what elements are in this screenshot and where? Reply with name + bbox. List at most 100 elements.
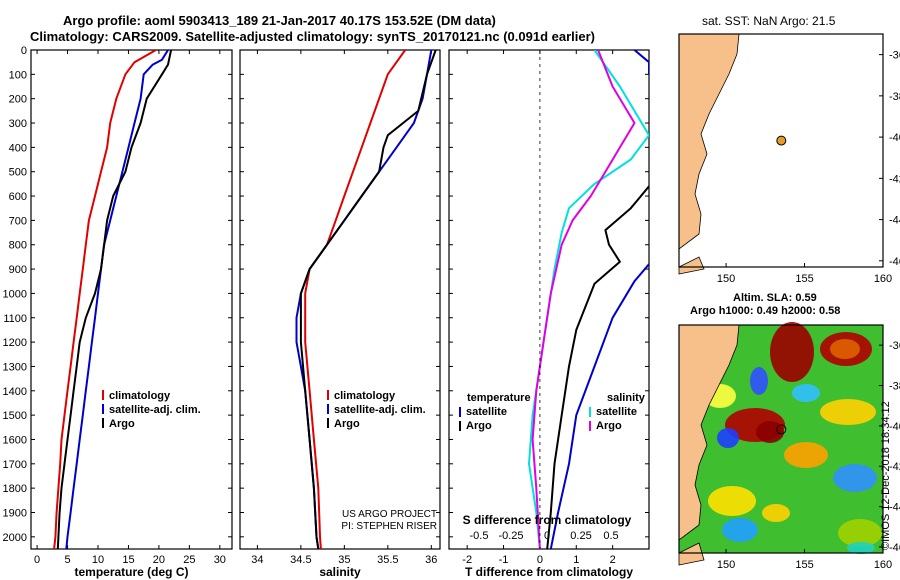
map-lat-label: -42 — [889, 461, 900, 473]
sla-anomaly — [847, 542, 875, 554]
x-axis-label: T difference from climatology — [465, 565, 633, 579]
x-tick-label: 20 — [153, 554, 165, 566]
map-lat-label: -38 — [889, 91, 900, 103]
x-tick-label: 10 — [92, 554, 104, 566]
map-lon-label: 155 — [795, 273, 813, 285]
s-tick-label: -0.25 — [498, 530, 523, 542]
x-tick-label: 1 — [573, 554, 579, 566]
map-lat-label: -44 — [889, 502, 900, 514]
sla-anomaly — [708, 486, 756, 516]
series-line-climatology — [304, 50, 407, 549]
map-lon-label: 150 — [717, 559, 735, 571]
map-lat-label: -36 — [889, 340, 900, 352]
map-lat-label: -44 — [889, 215, 900, 227]
sla-anomaly — [750, 367, 768, 395]
map-frame — [678, 324, 884, 554]
s-tick-label: 0 — [544, 530, 550, 542]
sla-anomaly — [838, 519, 882, 547]
plot-frame — [448, 49, 650, 550]
sla-anomaly — [792, 384, 820, 402]
x-tick-label: 0 — [537, 554, 543, 566]
legend-entry: Argo — [596, 420, 622, 432]
depth-tick-label: 1500 — [3, 410, 27, 422]
map-lat-label: -40 — [889, 421, 900, 433]
x-tick-label: 30 — [214, 554, 226, 566]
depth-tick-label: 600 — [9, 191, 27, 203]
salinity-panel: 34 34.5 35 35.5 36 salinity climatology satelli… — [239, 49, 441, 579]
sla-anomaly — [830, 339, 860, 359]
series-line-argo — [546, 185, 649, 549]
x-tick-label: 35 — [338, 554, 350, 566]
sst-map-panel: -36 -38 -40 -42 -44 -46 150 155 160 — [678, 33, 900, 285]
s-tick-label: -0.5 — [470, 530, 489, 542]
depth-tick-label: 500 — [9, 167, 27, 179]
series-line-climatology — [53, 50, 157, 549]
map-lat-label: -46 — [889, 256, 900, 268]
temperature-panel: 0100200300400500600700800900100011001200… — [3, 45, 233, 579]
legend-entry: Argo — [466, 420, 492, 432]
legend-entry: temperature — [467, 392, 531, 404]
series-line-satellite — [528, 50, 649, 549]
plot-frame — [239, 49, 441, 550]
depth-tick-label: 1300 — [3, 361, 27, 373]
map-lat-label: -36 — [889, 50, 900, 62]
series-line-satellite — [633, 50, 649, 75]
depth-tick-label: 0 — [21, 45, 27, 57]
legend-entry: Argo — [109, 418, 135, 430]
series-line-argo — [56, 50, 173, 549]
map-top-title: sat. SST: NaN Argo: 21.5 — [702, 14, 836, 28]
map-lon-label: 150 — [717, 273, 735, 285]
plot-frame — [30, 49, 233, 550]
depth-tick-label: 800 — [9, 240, 27, 252]
project-annotation: PI: STEPHEN RISER — [341, 521, 437, 532]
climatology-title: Climatology: CARS2009. Satellite-adjuste… — [30, 29, 595, 44]
depth-tick-label: 900 — [9, 264, 27, 276]
sla-anomaly — [722, 518, 758, 542]
map-frame — [678, 33, 884, 268]
difference-panel: -2 -1 0 1 2T difference from climatology S di… — [448, 49, 650, 579]
map-lon-label: 155 — [795, 559, 813, 571]
sla-anomaly — [833, 464, 877, 492]
map-lat-label: -46 — [889, 542, 900, 554]
sla-anomaly — [770, 322, 814, 382]
x-tick-label: 34 — [251, 554, 263, 566]
legend-entry: satellite — [596, 406, 637, 418]
land-tasmania — [678, 542, 705, 566]
depth-tick-label: 1100 — [3, 313, 27, 325]
depth-tick-label: 200 — [9, 94, 27, 106]
depth-tick-label: 400 — [9, 142, 27, 154]
legend-entry: Argo — [334, 418, 360, 430]
x-tick-label: 5 — [64, 554, 70, 566]
legend-entry: climatology — [109, 390, 171, 402]
depth-tick-label: 1800 — [3, 483, 27, 495]
x-tick-label: -1 — [499, 554, 509, 566]
depth-tick-label: 1400 — [3, 386, 27, 398]
legend-entry: climatology — [334, 390, 396, 402]
s-tick-label: 0.5 — [603, 530, 618, 542]
x-tick-label: 34.5 — [290, 554, 311, 566]
depth-tick-label: 1200 — [3, 337, 27, 349]
sla-anomaly — [762, 504, 790, 522]
legend-entry: satellite — [466, 406, 507, 418]
x-tick-label: -2 — [462, 554, 472, 566]
x-tick-label: 0 — [34, 554, 40, 566]
land-australia — [678, 324, 740, 541]
sla-anomaly — [717, 428, 739, 448]
series-line-satellite — [549, 263, 649, 549]
x-tick-label: 25 — [183, 554, 195, 566]
s-axis-label: S difference from climatology — [463, 513, 632, 527]
map-bottom-title-2: Argo h1000: 0.49 h2000: 0.58 — [690, 305, 841, 317]
x-tick-label: 15 — [122, 554, 134, 566]
legend-entry: satellite-adj. clim. — [334, 404, 426, 416]
project-annotation: US ARGO PROJECT — [342, 509, 437, 520]
x-tick-label: 36 — [425, 554, 437, 566]
series-line-satellite-adj-clim- — [65, 50, 169, 549]
imos-watermark: ©IMOS 12-Dec-2018 18:34:12 — [880, 401, 892, 550]
sla-anomaly — [820, 399, 876, 425]
map-lat-label: -38 — [889, 381, 900, 393]
map-lon-label: 160 — [874, 559, 892, 571]
sla-anomaly — [784, 442, 828, 468]
x-axis-label: salinity — [319, 565, 361, 579]
land-tasmania — [678, 256, 705, 275]
map-lat-label: -42 — [889, 173, 900, 185]
